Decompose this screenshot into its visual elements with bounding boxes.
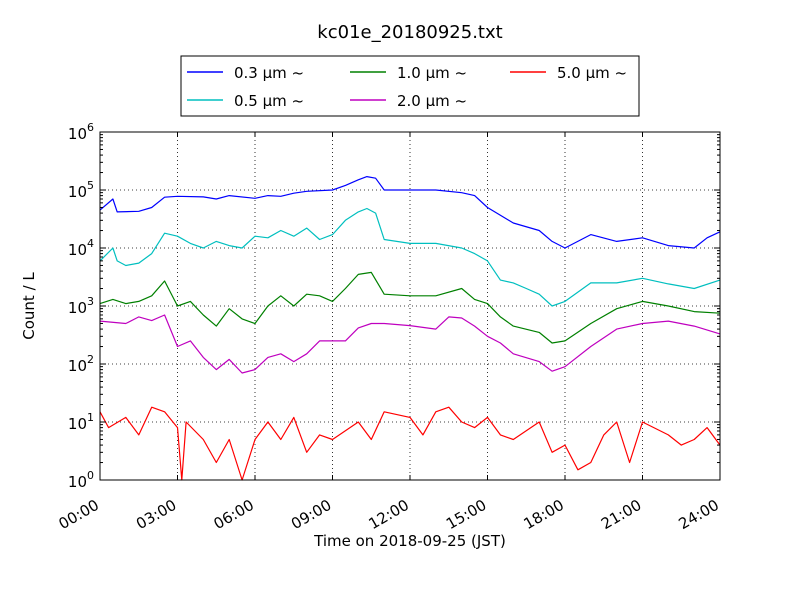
x-tick-label: 18:00 (521, 496, 567, 533)
x-tick-label: 15:00 (443, 496, 489, 533)
legend-label: 0.5 μm ~ (234, 92, 304, 110)
series-layer (99, 176, 721, 481)
x-tick-label: 03:00 (133, 496, 179, 533)
y-tick-label: 104 (68, 237, 94, 259)
x-tick-label: 24:00 (676, 496, 722, 533)
y-axis-label: Count / L (20, 272, 38, 340)
legend-label: 1.0 μm ~ (397, 64, 467, 82)
legend-box (180, 55, 640, 117)
y-tick-labels: 100 101 102 103 104 105 106 (68, 121, 94, 491)
y-tick-label: 103 (68, 295, 94, 317)
series-line (99, 314, 721, 374)
y-tick-label: 106 (68, 121, 94, 143)
series-line (99, 406, 721, 481)
axis-ticks (99, 131, 721, 481)
y-tick-label: 105 (68, 179, 94, 201)
series-line (99, 271, 721, 344)
x-tick-label: 00:00 (56, 496, 102, 533)
legend: 0.3 μm ~ 0.5 μm ~ 1.0 μm ~ 2.0 μm ~ 5.0 μm ~ (180, 55, 640, 117)
x-tick-label: 09:00 (288, 496, 334, 533)
x-tick-label: 21:00 (598, 496, 644, 533)
legend-items: 0.3 μm ~ 0.5 μm ~ 1.0 μm ~ 2.0 μm ~ 5.0 μm ~ (187, 64, 627, 110)
x-tick-labels: 00:00 03:00 06:00 09:00 12:00 15:00 18:00 21:00… (56, 496, 722, 533)
x-tick-label: 12:00 (366, 496, 412, 533)
y-tick-label: 101 (68, 411, 94, 433)
y-tick-label: 102 (68, 353, 94, 375)
x-tick-label: 06:00 (211, 496, 257, 533)
series-line (99, 207, 721, 307)
legend-label: 0.3 μm ~ (234, 64, 304, 82)
legend-label: 5.0 μm ~ (557, 64, 627, 82)
legend-label: 2.0 μm ~ (397, 92, 467, 110)
chart-title: kc01e_20180925.txt (317, 22, 502, 43)
y-tick-label: 100 (68, 469, 94, 491)
x-axis-label: Time on 2018-09-25 (JST) (313, 532, 506, 550)
series-line (99, 176, 721, 249)
